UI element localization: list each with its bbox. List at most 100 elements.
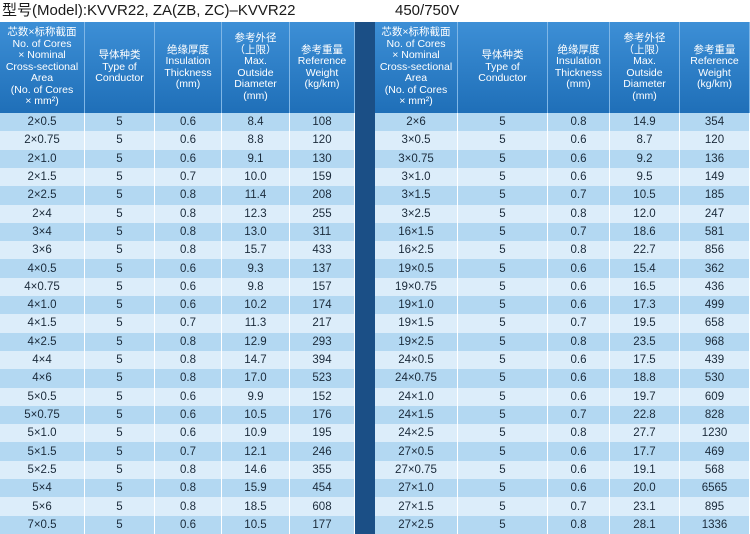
- table-cell: 4×1.0: [0, 296, 85, 315]
- table-cell: 0.6: [548, 167, 610, 187]
- table-cell: 22.7: [610, 241, 680, 260]
- table-cell: 0.6: [548, 296, 610, 315]
- table-cell: 2×0.75: [0, 131, 85, 150]
- header-line: （上限）: [623, 43, 666, 56]
- table-cell: 5: [458, 515, 548, 534]
- table-cell: 530: [680, 369, 750, 388]
- table-cell: 0.6: [548, 387, 610, 406]
- table-cell: 5: [85, 149, 155, 168]
- header-line: （上限）: [234, 43, 277, 56]
- header-line: (No. of Cores: [384, 83, 448, 96]
- table-cell: 5: [85, 222, 155, 242]
- voltage: 450/750V: [395, 2, 460, 19]
- header-line: Thickness: [554, 66, 603, 79]
- table-cell: 0.7: [548, 314, 610, 333]
- table-cell: 19×1.5: [375, 314, 458, 333]
- table-cell: 5: [458, 424, 548, 443]
- header-line: 导体种类: [481, 49, 524, 62]
- header-line: Area: [30, 72, 54, 85]
- table-cell: 0.6: [548, 131, 610, 150]
- table-cell: 828: [680, 405, 750, 425]
- table-cell: 22.8: [610, 405, 680, 425]
- table-cell: 4×2.5: [0, 332, 85, 351]
- header-line: (kg/km): [697, 78, 732, 90]
- table-cell: 5: [85, 167, 155, 187]
- header-line: Weight: [698, 66, 731, 79]
- table-cell: 3×1.0: [375, 167, 458, 187]
- table-cell: 10.5: [222, 405, 290, 425]
- column-header: 参考外径 （上限） Max. Outside Diameter (mm): [222, 22, 290, 113]
- table-cell: 208: [290, 186, 355, 205]
- header-line: × mm²): [25, 95, 59, 108]
- table-cell: 0.6: [155, 259, 222, 278]
- header-line: Insulation: [556, 55, 601, 67]
- table-cell: 3×1.5: [375, 186, 458, 205]
- table-cell: 0.7: [155, 314, 222, 333]
- table-cell: 0.6: [155, 515, 222, 534]
- table-cell: 5: [85, 241, 155, 260]
- table-cell: 19×1.0: [375, 296, 458, 315]
- table-cell: 5: [458, 387, 548, 406]
- table-cell: 16×2.5: [375, 241, 458, 260]
- table-cell: 5: [85, 204, 155, 223]
- model-title: 型号(Model):KVVR22, ZA(ZB, ZC)–KVVR22: [2, 2, 296, 19]
- table-cell: 5: [458, 369, 548, 388]
- table-cell: 5: [85, 442, 155, 461]
- table-cell: 0.8: [155, 460, 222, 480]
- table-cell: 5: [85, 314, 155, 333]
- table-cell: 608: [290, 497, 355, 516]
- table-cell: 0.8: [155, 241, 222, 260]
- table-cell: 0.7: [155, 167, 222, 187]
- table-cell: 5×0.75: [0, 405, 85, 425]
- table-cell: 0.6: [548, 149, 610, 168]
- table-cell: 3×6: [0, 241, 85, 260]
- table-cell: 5: [85, 277, 155, 297]
- table-cell: 5×1.5: [0, 442, 85, 461]
- column-header: 参考重量 Reference Weight (kg/km): [680, 22, 750, 113]
- table-cell: 10.0: [222, 167, 290, 187]
- table-cell: 5: [85, 113, 155, 132]
- table-cell: 5: [458, 277, 548, 297]
- table-cell: 174: [290, 296, 355, 315]
- table-cell: 27.7: [610, 424, 680, 443]
- table-cell: 19×0.75: [375, 277, 458, 297]
- table-cell: 0.6: [155, 149, 222, 168]
- table-cell: 14.9: [610, 113, 680, 132]
- table-cell: 968: [680, 332, 750, 351]
- table-cell: 5: [85, 369, 155, 388]
- table-cell: 136: [680, 149, 750, 168]
- table-cell: 0.7: [548, 405, 610, 425]
- table-cell: 130: [290, 149, 355, 168]
- table-cell: 108: [290, 113, 355, 132]
- table-cell: 13.0: [222, 222, 290, 242]
- column-header: 导体种类 Type of Conductor: [458, 22, 548, 113]
- table-cell: 27×2.5: [375, 515, 458, 534]
- header-line: 参考外径: [623, 32, 666, 44]
- table-cell: 120: [290, 131, 355, 150]
- table-cell: 5: [458, 442, 548, 461]
- table-cell: 5: [458, 479, 548, 498]
- table-cell: 5: [85, 296, 155, 315]
- table-cell: 9.5: [610, 167, 680, 187]
- table-cell: 0.7: [548, 222, 610, 242]
- table-cell: 149: [680, 167, 750, 187]
- table-cell: 0.6: [548, 460, 610, 480]
- column-header: 芯数×标称截面 No. of Cores × Nominal Cross-sectio…: [375, 22, 458, 113]
- table-cell: 3×4: [0, 222, 85, 242]
- table-cell: 0.8: [155, 479, 222, 498]
- table-cell: 5: [458, 332, 548, 351]
- table-cell: 658: [680, 314, 750, 333]
- table-cell: 581: [680, 222, 750, 242]
- header-line: No. of Cores: [12, 37, 72, 50]
- table-cell: 0.6: [548, 479, 610, 498]
- table-cell: 2×2.5: [0, 186, 85, 205]
- table-cell: 0.8: [155, 204, 222, 223]
- table-cell: 19×2.5: [375, 332, 458, 351]
- table-cell: 28.1: [610, 515, 680, 534]
- header-line: × Nominal: [18, 49, 66, 62]
- table-cell: 5: [85, 259, 155, 278]
- table-cell: 0.6: [548, 277, 610, 297]
- table-cell: 10.5: [610, 186, 680, 205]
- table-cell: 4×6: [0, 369, 85, 388]
- table-cell: 5×1.0: [0, 424, 85, 443]
